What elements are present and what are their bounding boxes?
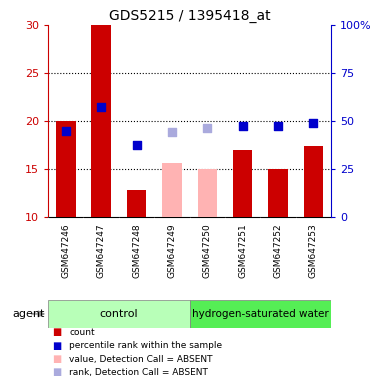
Text: ■: ■	[52, 341, 61, 351]
Text: GSM647248: GSM647248	[132, 223, 141, 278]
Text: GSM647251: GSM647251	[238, 223, 247, 278]
Bar	[268, 169, 288, 217]
Text: GSM647250: GSM647250	[203, 223, 212, 278]
Text: ■: ■	[52, 354, 61, 364]
Bar	[48, 300, 190, 328]
Text: rank, Detection Call = ABSENT: rank, Detection Call = ABSENT	[69, 368, 208, 377]
Text: ■: ■	[52, 367, 61, 377]
Point	[98, 104, 104, 110]
Point	[63, 127, 69, 134]
Bar	[56, 121, 75, 217]
Point	[134, 142, 140, 148]
Title: GDS5215 / 1395418_at: GDS5215 / 1395418_at	[109, 8, 270, 23]
Text: count: count	[69, 328, 95, 337]
Point	[310, 120, 316, 126]
Text: value, Detection Call = ABSENT: value, Detection Call = ABSENT	[69, 354, 213, 364]
Bar	[190, 300, 331, 328]
Bar	[198, 169, 217, 217]
Bar	[162, 163, 182, 217]
Point	[275, 123, 281, 129]
Text: GSM647249: GSM647249	[167, 223, 176, 278]
Text: GSM647253: GSM647253	[309, 223, 318, 278]
Text: percentile rank within the sample: percentile rank within the sample	[69, 341, 223, 350]
Point	[239, 123, 246, 129]
Text: agent: agent	[12, 309, 44, 319]
Text: GSM647247: GSM647247	[97, 223, 106, 278]
Point	[169, 129, 175, 136]
Text: control: control	[100, 309, 138, 319]
Point	[204, 124, 210, 131]
Text: hydrogen-saturated water: hydrogen-saturated water	[192, 309, 329, 319]
Text: ■: ■	[52, 327, 61, 337]
Text: GSM647252: GSM647252	[273, 223, 283, 278]
Bar	[304, 146, 323, 217]
Bar	[127, 190, 146, 217]
Bar	[233, 150, 253, 217]
Text: GSM647246: GSM647246	[61, 223, 70, 278]
Bar	[92, 25, 111, 217]
